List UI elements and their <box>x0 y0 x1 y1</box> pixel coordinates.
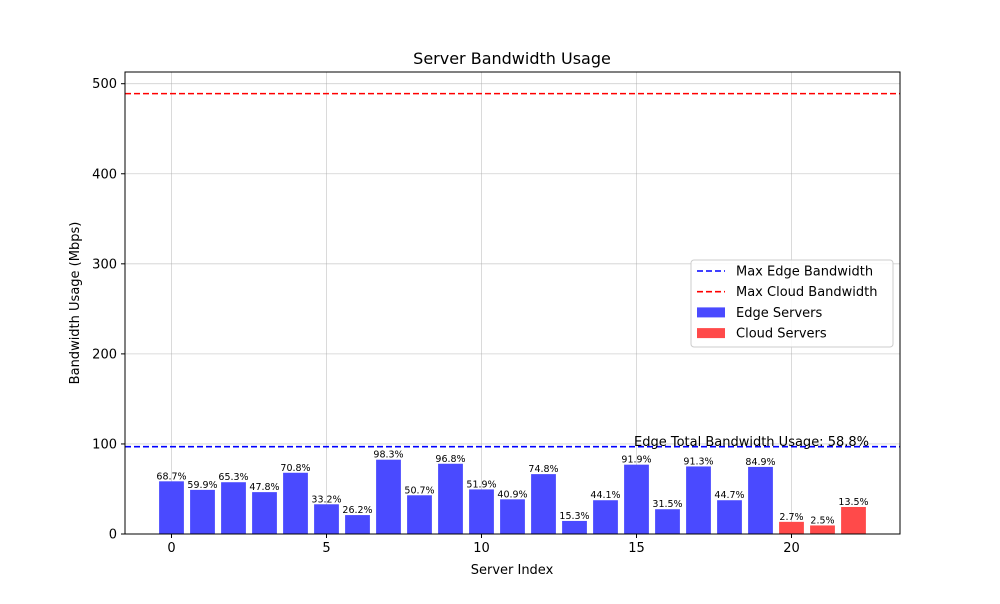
legend-patch-swatch <box>697 307 725 318</box>
y-tick-label: 200 <box>92 347 117 362</box>
y-tick-label: 0 <box>109 528 117 543</box>
edge-server-bar <box>748 466 773 534</box>
bar-value-label: 98.3% <box>373 450 403 461</box>
bar-value-label: 70.8% <box>280 463 310 474</box>
legend-entry-label: Cloud Servers <box>736 327 827 342</box>
x-tick-label: 20 <box>783 541 800 556</box>
edge-server-bar <box>500 499 525 534</box>
x-tick-label: 15 <box>628 541 645 556</box>
edge-server-bar <box>593 500 618 534</box>
cloud-server-bar <box>810 525 835 534</box>
edge-server-bar <box>469 489 494 534</box>
plot-frame <box>124 71 901 535</box>
x-axis-label: Server Index <box>471 563 554 578</box>
y-tick-label: 400 <box>92 167 117 182</box>
bar-value-label: 15.3% <box>559 511 589 522</box>
legend-box <box>690 259 894 348</box>
bar-value-label: 44.7% <box>714 490 744 501</box>
bar-value-label: 44.1% <box>590 490 620 501</box>
bar-value-label: 47.8% <box>249 482 279 493</box>
edge-server-bar <box>190 489 215 534</box>
bar-value-label: 33.2% <box>311 494 341 505</box>
edge-server-bar <box>531 474 556 534</box>
edge-server-bar <box>655 509 680 534</box>
bar-value-label: 51.9% <box>466 479 496 490</box>
reference-lines <box>125 92 900 448</box>
chart-title: Server Bandwidth Usage <box>413 49 611 68</box>
edge-server-bar <box>407 495 432 534</box>
bar-value-label: 50.7% <box>404 485 434 496</box>
y-tick-label: 300 <box>92 257 117 272</box>
legend-entry-label: Max Cloud Bandwidth <box>736 285 877 300</box>
bars <box>159 459 866 534</box>
bar-value-label: 68.7% <box>156 471 186 482</box>
legend-entry-label: Max Edge Bandwidth <box>736 265 873 280</box>
edge-server-bar <box>376 459 401 534</box>
legend-entry-label: Edge Servers <box>736 306 822 321</box>
edge-server-bar <box>221 482 246 534</box>
edge-server-bar <box>345 515 370 534</box>
bar-value-label: 91.9% <box>621 455 651 466</box>
bar-value-label: 59.9% <box>187 480 217 491</box>
x-tick-label: 0 <box>167 541 175 556</box>
bar-value-label: 40.9% <box>497 489 527 500</box>
bar-value-label: 96.8% <box>435 454 465 465</box>
bar-value-labels: 68.7%59.9%65.3%47.8%70.8% 33.2%26.2% 98.3%… <box>156 450 868 527</box>
bar-value-label: 2.5% <box>810 515 834 526</box>
bar-value-label: 2.7% <box>779 512 803 523</box>
legend-patch-swatch <box>697 328 725 339</box>
edge-server-bar <box>283 472 308 534</box>
y-axis-label: Bandwidth Usage (Mbps) <box>68 222 83 385</box>
bar-value-label: 26.2% <box>342 505 372 516</box>
total-usage-annotation: Edge Total Bandwidth Usage: 58.8% <box>634 435 869 450</box>
edge-server-bar <box>686 466 711 534</box>
y-tick-label: 500 <box>92 77 117 92</box>
y-tick-label: 100 <box>92 437 117 452</box>
bar-value-label: 74.8% <box>528 464 558 475</box>
cloud-server-bar <box>841 506 866 534</box>
x-tick-label: 10 <box>473 541 490 556</box>
bar-value-label: 65.3% <box>218 472 248 483</box>
edge-server-bar <box>252 492 277 534</box>
bar-value-label: 91.3% <box>683 456 713 467</box>
cloud-server-bar <box>779 521 804 534</box>
edge-server-bar <box>159 481 184 534</box>
bar-value-label: 84.9% <box>745 457 775 468</box>
edge-server-bar <box>438 463 463 534</box>
edge-server-bar <box>314 504 339 534</box>
edge-server-bar <box>624 464 649 534</box>
edge-server-bar <box>717 500 742 534</box>
x-tick-label: 5 <box>322 541 330 556</box>
legend: Max Edge Bandwidth Max Cloud Bandwidth Edg… <box>690 259 894 348</box>
edge-server-bar <box>562 520 587 534</box>
bar-value-label: 13.5% <box>838 497 868 508</box>
bar-value-label: 31.5% <box>652 499 682 510</box>
